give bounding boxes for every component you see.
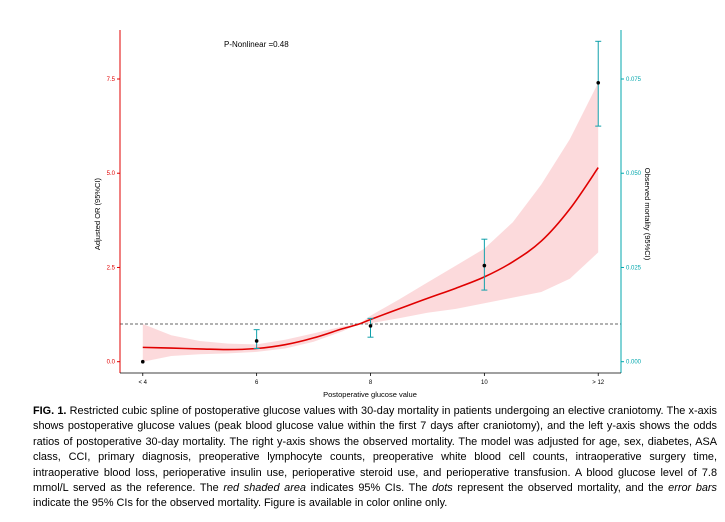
right-y-tick-label: 0.075 (626, 77, 642, 83)
right-y-tick-label: 0.050 (626, 171, 642, 177)
caption-text-2: indicates 95% CIs. The (305, 482, 433, 495)
observed-mortality-dot (482, 263, 487, 268)
caption-text-3: represent the observed mortality, and th… (452, 482, 669, 495)
observed-mortality-dot (368, 324, 373, 328)
x-axis-title: Postoperative glucose value (323, 390, 417, 399)
p-nonlinear-annotation: P-Nonlinear =0.48 (224, 40, 289, 49)
caption-label: FIG. 1. (33, 405, 67, 417)
observed-mortality-dot (254, 339, 259, 343)
caption-italic-2: dots (432, 482, 453, 495)
spline-curve (142, 167, 599, 351)
right-y-tick-label: 0.000 (626, 360, 642, 366)
x-tick-label: 8 (369, 380, 373, 386)
x-tick-label: 10 (481, 380, 488, 386)
plot-area: 0.0 2.5 5.0 7.5 0.000 0.025 0.050 0.075 < 4 6 8 10 >… (107, 30, 642, 386)
right-y-axis-title: Observed mortality (95%CI) (643, 168, 652, 261)
caption-text-4: indicate the 95% CIs for the observed mo… (33, 497, 448, 510)
x-tick-label: > 12 (592, 380, 605, 386)
caption-italic-3: error bars (668, 482, 718, 495)
right-y-tick-label: 0.025 (626, 265, 642, 271)
left-y-tick-label: 2.5 (107, 265, 116, 271)
observed-mortality-dot (596, 80, 601, 85)
caption-text-1: Restricted cubic spline of postoperative… (33, 405, 717, 495)
x-tick-label: 6 (255, 380, 259, 386)
ci-band (142, 82, 599, 362)
left-y-tick-label: 5.0 (107, 171, 116, 177)
left-y-tick-label: 7.5 (107, 77, 116, 83)
x-tick-label: < 4 (139, 380, 148, 386)
figure-caption: FIG. 1. Restricted cubic spline of posto… (33, 404, 717, 512)
left-y-axis-title: Adjusted OR (95%CI) (93, 177, 102, 250)
observed-mortality-dot (140, 359, 145, 364)
spline-chart: 0.0 2.5 5.0 7.5 0.000 0.025 0.050 0.075 < 4 6 8 10 >… (93, 30, 652, 399)
caption-italic-1: red shaded area (223, 482, 306, 495)
left-y-tick-label: 0.0 (107, 360, 116, 366)
